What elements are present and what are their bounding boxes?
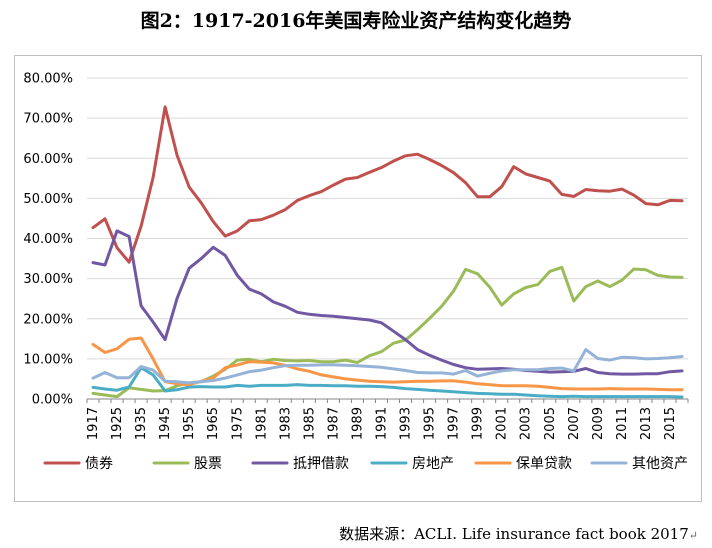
y-tick-label: 80.00% [23,72,73,87]
series-line-3 [91,366,684,399]
x-tick-label: 1965 [206,407,221,440]
legend-label: 债券 [85,456,113,472]
chart-frame [14,55,702,502]
y-tick-label: 60.00% [23,152,73,167]
y-tick-label: 0.00% [32,393,73,408]
x-tick-label: 1989 [350,407,365,440]
series-line-0 [91,105,684,264]
x-tick-label: 1935 [134,407,149,440]
x-tick-label: 1917 [86,407,101,440]
y-tick-label: 50.00% [23,192,73,207]
y-tick-label: 30.00% [23,272,73,287]
y-tick-label: 20.00% [23,312,73,327]
legend-label: 其他资产 [632,456,688,472]
x-tick-label: 1999 [471,407,486,440]
x-tick-label: 1955 [182,407,197,440]
series-line-5 [91,348,684,385]
legend-label: 股票 [194,456,222,472]
x-tick-label: 1981 [254,407,269,440]
x-tick-label: 2009 [591,407,606,440]
x-tick-label: 2003 [519,407,534,440]
x-tick-label: 2015 [663,407,678,440]
x-tick-label: 1975 [230,407,245,440]
x-tick-label: 2005 [543,407,558,440]
grid-lines [87,77,688,400]
x-tick-label: 1945 [158,407,173,440]
source-note: 数据来源：ACLI. Life insurance fact book 2017… [339,525,698,543]
x-tick-label: 2011 [615,407,630,440]
x-tick-label: 1995 [423,407,438,440]
series-lines [91,105,684,399]
chart-title: 图2：1917-2016年美国寿险业资产结构变化趋势 [140,10,572,32]
y-tick-label: 10.00% [23,352,73,367]
y-tick-label: 40.00% [23,232,73,247]
x-tick-label: 2007 [567,407,582,440]
x-tick-label: 1983 [278,407,293,440]
x-axis-ticks: 1917 1925 1935 1945 1955 1965 1975 1981 1983 1985… [86,399,689,440]
legend-label: 房地产 [412,456,454,472]
source-text: 数据来源：ACLI. Life insurance fact book 2017 [339,525,689,543]
x-tick-label: 1991 [374,407,389,440]
legend-label: 抵押借款 [293,456,349,472]
y-tick-label: 70.00% [23,112,73,127]
x-tick-label: 1997 [447,407,462,440]
y-axis-ticks: 0.00% 10.00% 20.00% 30.00% 40.00% 50.00% 60.00… [23,72,73,408]
legend-label: 保单贷款 [516,456,572,472]
x-tick-label: 1993 [399,407,414,440]
x-tick-label: 2001 [495,407,510,440]
x-tick-label: 2013 [639,407,654,440]
series-line-2 [91,229,684,376]
x-tick-label: 1987 [326,407,341,440]
legend: 债券 股票 抵押借款 房地产 保单贷款 其他资产 [43,456,688,472]
x-tick-label: 1925 [110,407,125,440]
x-tick-label: 1985 [302,407,317,440]
